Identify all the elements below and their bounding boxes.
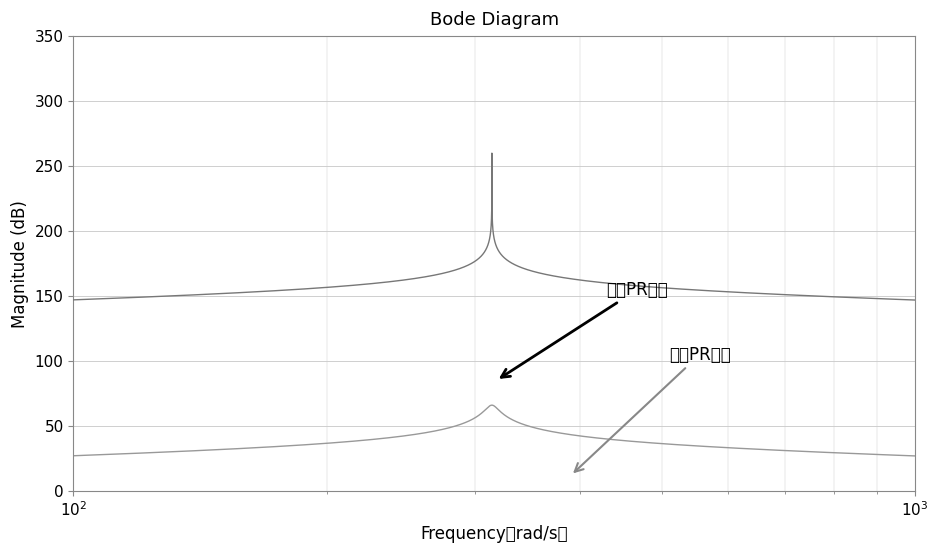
X-axis label: Frequency（rad/s）: Frequency（rad/s） [420,525,568,543]
Y-axis label: Magnitude (dB): Magnitude (dB) [11,199,29,327]
Text: 传统PR控制: 传统PR控制 [574,346,730,472]
Text: 改进PR控制: 改进PR控制 [501,280,668,377]
Title: Bode Diagram: Bode Diagram [430,11,559,29]
